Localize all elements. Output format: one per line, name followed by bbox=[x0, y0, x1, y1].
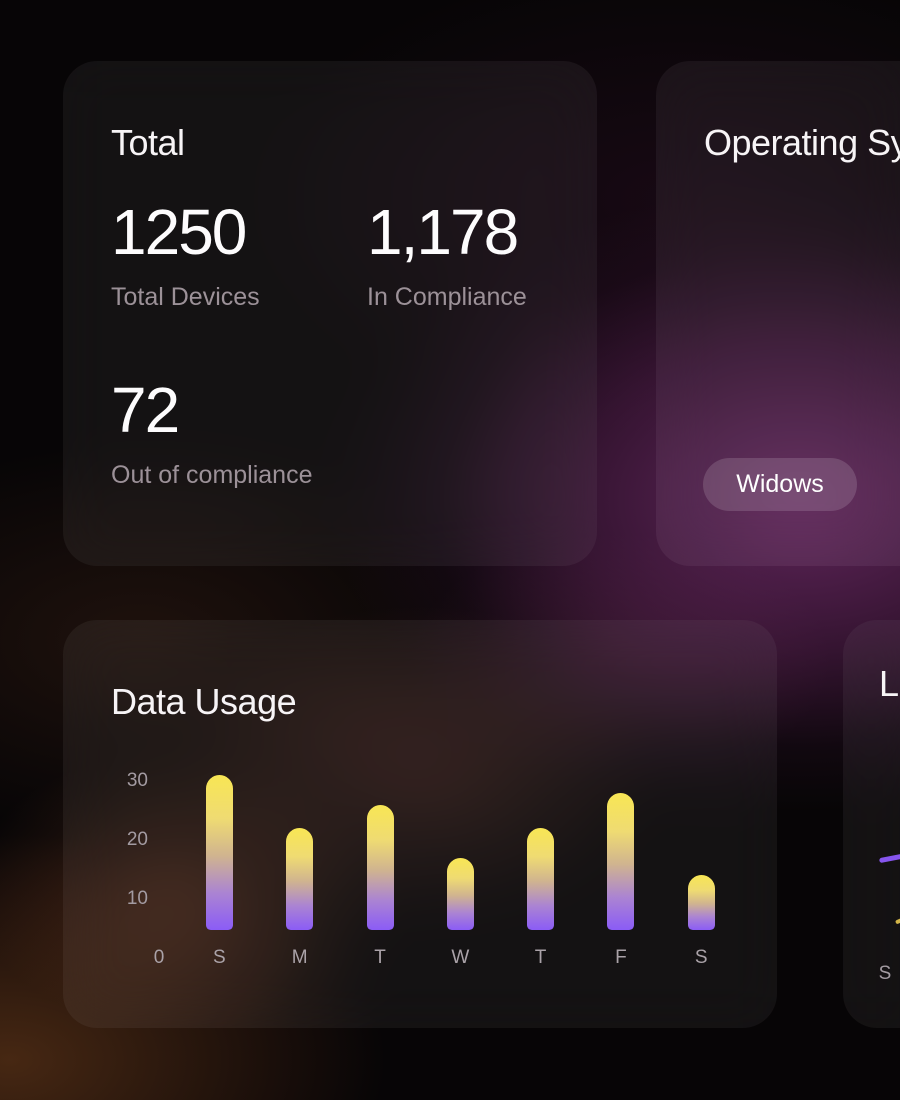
data-usage-chart: 10 20 30 0 S M T W T F S bbox=[63, 620, 777, 1028]
data-usage-card: Data Usage 10 20 30 0 S M T W T F S bbox=[63, 620, 777, 1028]
line-series-purple bbox=[878, 849, 900, 864]
total-devices-label: Total Devices bbox=[111, 283, 260, 311]
data-usage-bar bbox=[527, 828, 555, 930]
stat-out-of-compliance: 72 Out of compliance bbox=[111, 378, 313, 488]
x-axis-label: S bbox=[213, 947, 226, 968]
data-usage-bar bbox=[205, 775, 233, 930]
stat-in-compliance: 1,178 In Compliance bbox=[367, 200, 527, 310]
data-usage-card-title: Data Usage bbox=[111, 681, 297, 722]
in-compliance-label: In Compliance bbox=[367, 283, 527, 311]
data-usage-bar bbox=[687, 875, 715, 930]
y-tick-label: 30 bbox=[126, 770, 148, 791]
out-of-compliance-label: Out of compliance bbox=[111, 461, 313, 489]
partial-right-card-title: Lo bbox=[879, 663, 900, 704]
line-series-yellow bbox=[894, 913, 900, 925]
x-axis-label: S bbox=[878, 963, 892, 984]
out-of-compliance-value: 72 bbox=[111, 374, 180, 446]
operating-systems-card: Operating Systems Widows bbox=[656, 61, 900, 566]
data-usage-bar bbox=[446, 857, 474, 930]
y-tick-label: 10 bbox=[126, 888, 148, 909]
x-axis-label: F bbox=[615, 947, 627, 968]
stat-total-devices: 1250 Total Devices bbox=[111, 200, 260, 310]
x-axis-label: M bbox=[291, 947, 308, 968]
x-axis-label: T bbox=[534, 947, 547, 968]
partial-right-card: Lo S bbox=[843, 620, 900, 1028]
windows-chip[interactable]: Widows bbox=[703, 458, 857, 511]
total-card: Total 1250 Total Devices 1,178 In Compli… bbox=[63, 61, 597, 566]
total-card-title: Total bbox=[111, 122, 185, 163]
data-usage-bar bbox=[366, 804, 394, 930]
total-devices-value: 1250 bbox=[111, 196, 247, 268]
y-tick-label: 20 bbox=[126, 829, 148, 850]
x-axis-origin-label: 0 bbox=[153, 947, 165, 968]
operating-systems-card-title: Operating Systems bbox=[704, 122, 900, 163]
in-compliance-value: 1,178 bbox=[367, 196, 519, 268]
x-axis-label: S bbox=[694, 947, 708, 968]
x-axis-label: W bbox=[451, 947, 470, 968]
data-usage-bar bbox=[286, 828, 314, 930]
data-usage-bar bbox=[607, 792, 635, 930]
x-axis-label: T bbox=[374, 947, 386, 968]
